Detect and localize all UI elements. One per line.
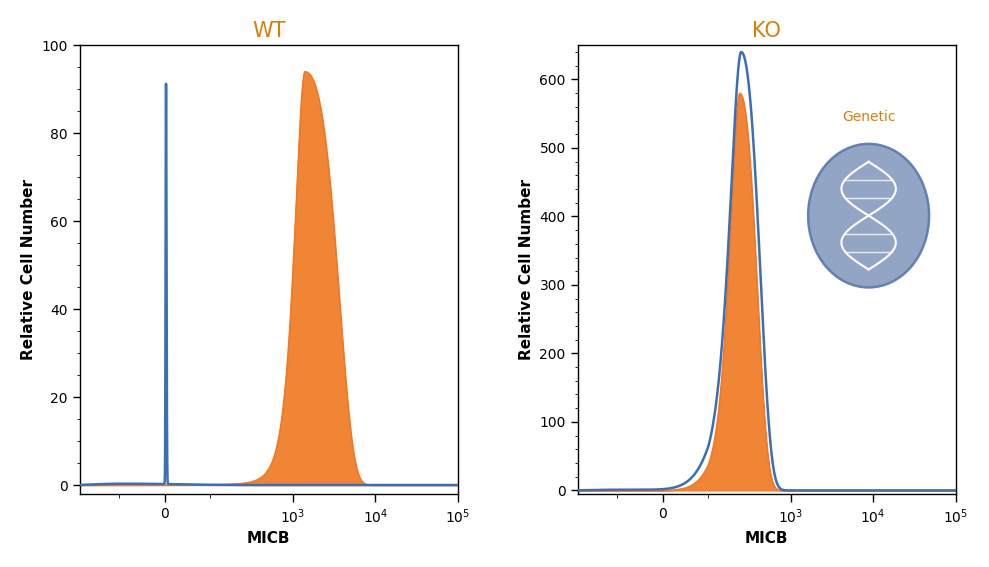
Title: WT: WT: [252, 21, 286, 41]
Title: KO: KO: [752, 21, 781, 41]
Text: Genetic: Genetic: [842, 110, 895, 124]
X-axis label: MICB: MICB: [745, 531, 788, 546]
Y-axis label: Relative Cell Number: Relative Cell Number: [21, 179, 36, 360]
Y-axis label: Relative Cell Number: Relative Cell Number: [519, 179, 534, 360]
Text: 🧬: 🧬: [861, 204, 876, 228]
X-axis label: MICB: MICB: [247, 531, 291, 546]
Circle shape: [808, 144, 929, 287]
